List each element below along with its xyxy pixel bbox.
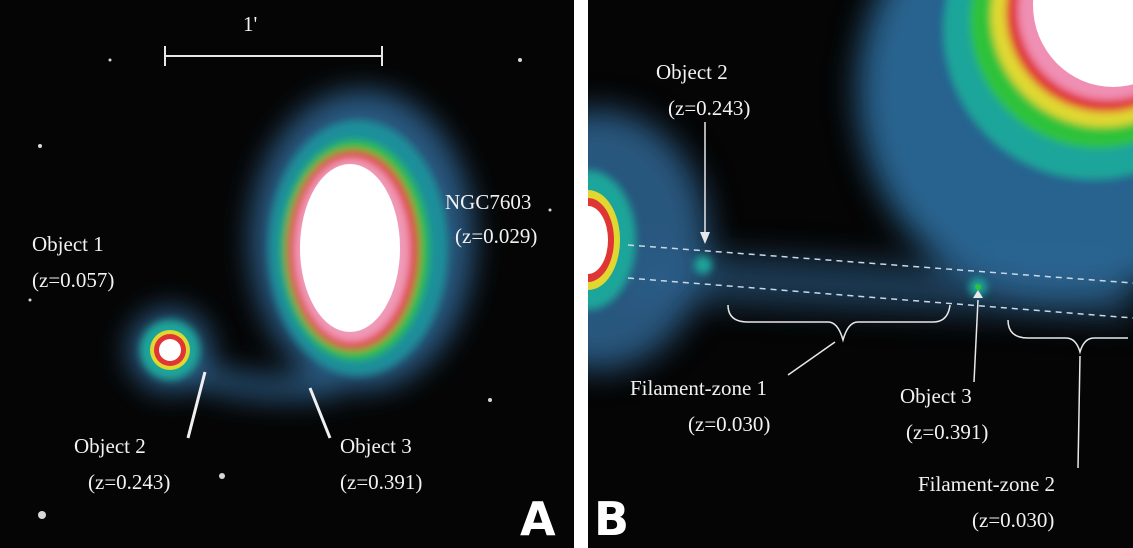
object-2-name: Object 2 (74, 434, 146, 458)
ngc7603-name: NGC7603 (445, 190, 532, 214)
scale-bar (164, 46, 383, 66)
object-1-blob (140, 320, 200, 380)
galaxy-halo-b (588, 0, 1133, 370)
filament-zone-1-name: Filament-zone 1 (630, 376, 768, 400)
scale-label: 1' (243, 12, 258, 36)
object-3-blob (969, 278, 987, 296)
filament-lines (627, 244, 1133, 319)
object-1-name: Object 1 (32, 232, 104, 256)
ngc7603-edge-core (1033, 0, 1133, 87)
object-1-redshift: (z=0.057) (32, 268, 115, 292)
panel-a-letter: A (520, 492, 556, 546)
panel-b-letter: B (594, 492, 630, 546)
filament-zone-1-redshift: (z=0.030) (688, 412, 771, 436)
panel-a-image (28, 46, 552, 519)
panel-a: 1' NGC7603 (z=0.029) Object 1 (z=0.057) … (0, 0, 574, 548)
arrowheads (700, 232, 983, 298)
object-2-name-b: Object 2 (656, 60, 728, 84)
annotation-marks (704, 122, 1128, 469)
object-2-redshift-b: (z=0.243) (668, 96, 751, 120)
ngc7603-white-core (300, 164, 400, 332)
object-3-redshift: (z=0.391) (340, 470, 423, 494)
panel-b-image (588, 0, 1133, 548)
object-1-edge (588, 170, 636, 310)
object-3-redshift-b: (z=0.391) (906, 420, 989, 444)
object-2-redshift: (z=0.243) (88, 470, 171, 494)
object-3-name: Object 3 (340, 434, 412, 458)
ngc7603-redshift: (z=0.029) (455, 224, 538, 248)
panel-b: Object 2 (z=0.243) Filament-zone 1 (z=0.… (588, 0, 1133, 548)
filament-zone-2-name: Filament-zone 2 (918, 472, 1056, 496)
filament-zone-2-redshift: (z=0.030) (972, 508, 1055, 532)
object-2-blob (694, 256, 712, 274)
stars (28, 58, 552, 519)
object-pointers (186, 371, 332, 439)
object-3-name-b: Object 3 (900, 384, 972, 408)
